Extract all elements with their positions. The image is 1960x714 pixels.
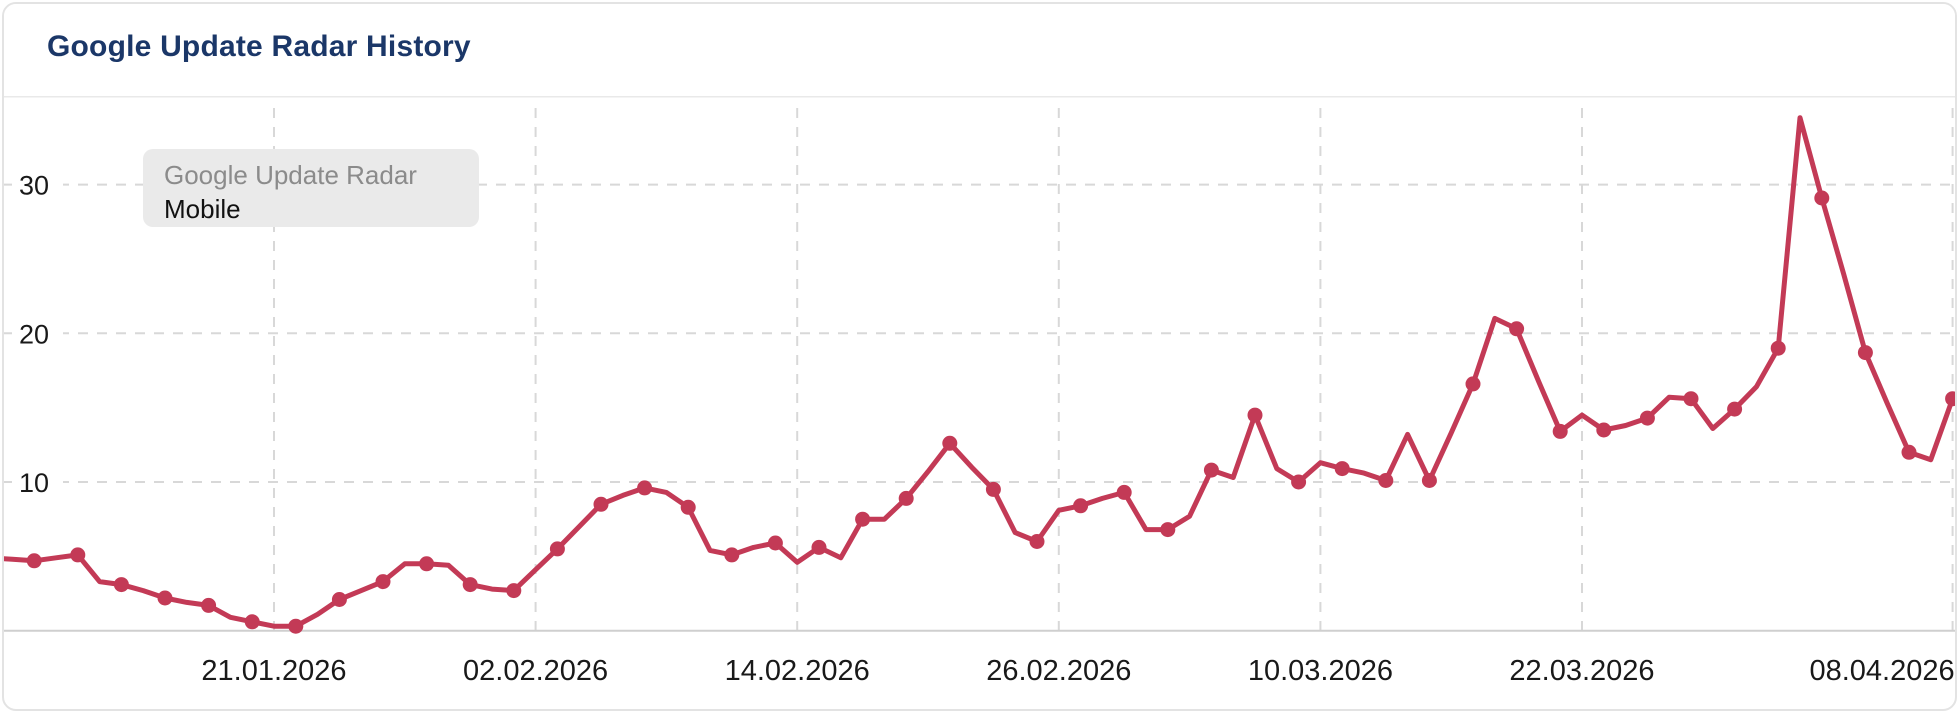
data-point[interactable] (1770, 340, 1786, 356)
data-point[interactable] (855, 511, 871, 527)
data-point[interactable] (1639, 410, 1655, 426)
data-point[interactable] (157, 590, 173, 606)
data-point[interactable] (985, 481, 1001, 497)
y-tick-backing (13, 315, 63, 352)
data-point[interactable] (1552, 423, 1568, 439)
data-point[interactable] (1857, 345, 1873, 361)
page-title: Google Update Radar History (47, 30, 471, 63)
data-point[interactable] (942, 435, 958, 451)
x-axis-label: 26.02.2026 (986, 655, 1131, 687)
x-axis-label: 08.04.2026 (1809, 655, 1954, 687)
data-point[interactable] (1683, 391, 1699, 407)
data-point[interactable] (1247, 407, 1263, 423)
data-point[interactable] (549, 541, 565, 557)
data-point[interactable] (288, 618, 304, 634)
data-point[interactable] (680, 499, 696, 515)
data-point[interactable] (1029, 534, 1045, 549)
data-point[interactable] (1465, 376, 1481, 392)
data-point[interactable] (637, 480, 653, 496)
x-axis-label: 22.03.2026 (1509, 655, 1654, 687)
data-point[interactable] (244, 614, 260, 630)
data-point[interactable] (1116, 484, 1132, 500)
data-point[interactable] (331, 592, 347, 607)
data-point[interactable] (26, 553, 42, 569)
data-point[interactable] (419, 556, 435, 572)
data-point[interactable] (1160, 522, 1176, 538)
x-axis-label: 10.03.2026 (1248, 655, 1393, 687)
x-axis-label: 14.02.2026 (725, 655, 870, 687)
data-point[interactable] (767, 535, 783, 551)
data-point[interactable] (1945, 391, 1957, 407)
data-point[interactable] (1378, 473, 1394, 488)
data-point[interactable] (1203, 462, 1219, 478)
data-point[interactable] (375, 574, 391, 590)
data-point[interactable] (462, 577, 478, 593)
y-tick-backing (13, 166, 63, 203)
data-point[interactable] (1334, 461, 1350, 477)
data-point[interactable] (1073, 498, 1089, 514)
x-axis-label: 02.02.2026 (463, 655, 608, 687)
card-header: Google Update Radar History (4, 4, 1955, 96)
data-point[interactable] (724, 547, 740, 563)
series-line (4, 115, 1955, 629)
y-axis-label: 30 (19, 171, 49, 201)
data-point[interactable] (1814, 190, 1830, 206)
data-point[interactable] (70, 547, 86, 563)
data-point[interactable] (811, 539, 827, 555)
y-axis-label: 10 (19, 468, 49, 498)
data-point[interactable] (113, 577, 129, 593)
y-tick-backing (13, 464, 63, 500)
data-point[interactable] (1421, 473, 1437, 488)
data-point[interactable] (506, 583, 522, 599)
data-point[interactable] (1727, 401, 1743, 417)
data-point[interactable] (1901, 444, 1917, 460)
y-axis-label: 20 (19, 319, 49, 349)
data-point[interactable] (201, 597, 217, 613)
data-point[interactable] (1596, 422, 1612, 438)
data-point[interactable] (898, 490, 914, 506)
data-point[interactable] (593, 496, 609, 512)
data-point[interactable] (1509, 321, 1525, 337)
x-axis-label: 21.01.2026 (201, 655, 346, 687)
data-point[interactable] (1291, 474, 1307, 490)
